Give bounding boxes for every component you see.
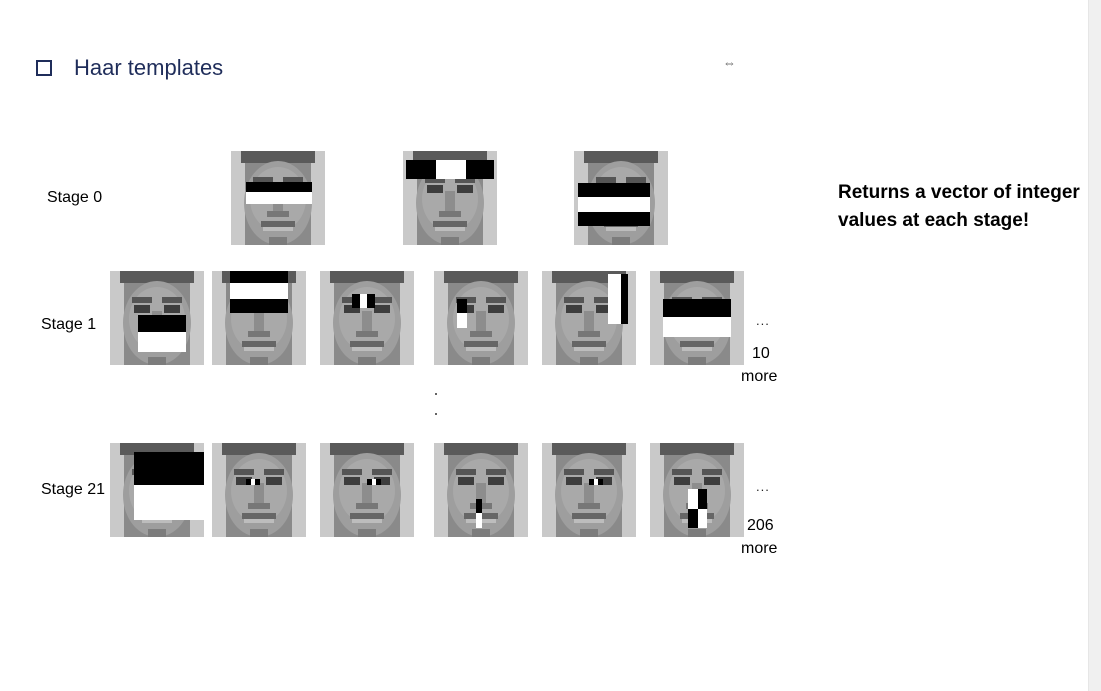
vertical-scrollbar[interactable] xyxy=(1088,0,1101,691)
stage-0-face-3 xyxy=(574,151,668,245)
face-thumbnail xyxy=(403,151,497,245)
face-thumbnail xyxy=(650,271,744,365)
face-thumbnail xyxy=(650,443,744,537)
stage-21-face-2 xyxy=(212,443,306,537)
stage-21-more-count: 206 xyxy=(747,517,774,534)
face-thumbnail xyxy=(110,271,204,365)
slide-title-row: Haar templates xyxy=(36,55,223,81)
face-thumbnail xyxy=(110,443,204,537)
face-thumbnail xyxy=(320,443,414,537)
stage-1-face-3 xyxy=(320,271,414,365)
stage-1-face-1 xyxy=(110,271,204,365)
slide-title: Haar templates xyxy=(74,55,224,80)
stage-21-ellipsis: ... xyxy=(756,479,770,494)
stage-0-label: Stage 0 xyxy=(47,189,103,206)
face-thumbnail xyxy=(320,271,414,365)
face-thumbnail xyxy=(434,443,528,537)
resize-horizontal-icon: ⇔ xyxy=(723,55,736,70)
stage-1-face-2 xyxy=(212,271,306,365)
stage-21-more-word: more xyxy=(741,540,778,557)
face-thumbnail xyxy=(212,443,306,537)
face-thumbnail xyxy=(542,443,636,537)
stage-1-ellipsis: ... xyxy=(756,313,770,328)
stage-1-label: Stage 1 xyxy=(41,316,97,333)
face-thumbnail xyxy=(231,151,325,245)
face-thumbnail xyxy=(542,271,636,365)
stage-21-face-5 xyxy=(542,443,636,537)
continuation-dot xyxy=(435,393,437,395)
side-note: Returns a vector of integer values at ea… xyxy=(838,182,1080,231)
stage-1-face-5 xyxy=(542,271,636,365)
stage-21-label: Stage 21 xyxy=(41,481,106,498)
face-thumbnail xyxy=(574,151,668,245)
stage-21-face-1 xyxy=(110,443,204,537)
checkbox-bullet-icon xyxy=(36,60,52,76)
face-thumbnail xyxy=(212,271,306,365)
stage-1-more-count: 10 xyxy=(752,345,770,362)
stage-21-face-6 xyxy=(650,443,744,537)
stage-1-face-4 xyxy=(434,271,528,365)
face-thumbnail xyxy=(434,271,528,365)
stage-0-face-1 xyxy=(231,151,325,245)
stage-1-more-word: more xyxy=(741,368,778,385)
continuation-dot xyxy=(435,413,437,415)
stage-21-face-3 xyxy=(320,443,414,537)
stage-0-face-2 xyxy=(403,151,497,245)
stage-21-face-4 xyxy=(434,443,528,537)
stage-1-face-6 xyxy=(650,271,744,365)
